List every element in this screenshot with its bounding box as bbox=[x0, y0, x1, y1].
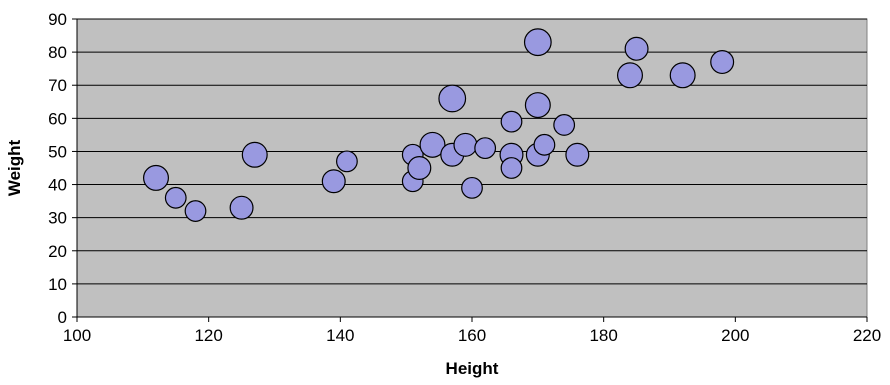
bubble-point-9 bbox=[407, 156, 432, 181]
y-tick-label: 20 bbox=[48, 242, 67, 261]
bubble-point-4 bbox=[241, 141, 268, 168]
bubble-point-24 bbox=[565, 142, 590, 167]
y-tick-label: 50 bbox=[48, 142, 67, 161]
bubble-point-10 bbox=[419, 131, 446, 158]
bubble-point-16 bbox=[500, 110, 523, 133]
y-tick-label: 10 bbox=[48, 275, 67, 294]
x-tick-label: 220 bbox=[853, 326, 881, 345]
y-tick-label: 60 bbox=[48, 109, 67, 128]
y-axis-ticks: 0 10 20 30 40 50 60 70 80 90 bbox=[48, 10, 78, 327]
bubble-point-13 bbox=[453, 132, 478, 157]
x-tick-label: 140 bbox=[326, 326, 354, 345]
bubble-point-28 bbox=[710, 50, 735, 75]
y-axis-title: Weight bbox=[5, 139, 24, 196]
x-tick-label: 100 bbox=[63, 326, 91, 345]
y-tick-label: 80 bbox=[48, 43, 67, 62]
bubble-point-6 bbox=[336, 150, 358, 173]
bubbles bbox=[143, 28, 735, 222]
x-tick-label: 120 bbox=[194, 326, 222, 345]
bubble-point-0 bbox=[143, 164, 170, 191]
y-tick-label: 70 bbox=[48, 76, 67, 95]
x-tick-label: 160 bbox=[458, 326, 486, 345]
bubble-point-27 bbox=[669, 62, 696, 89]
bubble-point-1 bbox=[164, 186, 187, 209]
bubble-point-22 bbox=[533, 133, 556, 156]
bubble-point-19 bbox=[523, 28, 552, 57]
bubble-point-3 bbox=[229, 195, 254, 220]
bubble-point-14 bbox=[461, 176, 483, 199]
y-tick-label: 40 bbox=[48, 176, 67, 195]
x-tick-label: 200 bbox=[721, 326, 749, 345]
bubble-point-2 bbox=[184, 200, 207, 222]
x-tick-label: 180 bbox=[589, 326, 617, 345]
plot-area bbox=[76, 18, 868, 318]
bubble-point-25 bbox=[616, 62, 643, 89]
bubble-point-26 bbox=[624, 36, 649, 61]
bubble-point-12 bbox=[438, 84, 467, 113]
bubble-point-15 bbox=[474, 137, 497, 160]
bubble-point-20 bbox=[524, 92, 551, 119]
x-axis-title: Height bbox=[446, 359, 499, 378]
y-tick-label: 90 bbox=[48, 10, 67, 29]
x-axis-ticks: 100 120 140 160 180 200 220 bbox=[63, 316, 881, 345]
bubble-point-5 bbox=[321, 169, 346, 194]
y-tick-label: 30 bbox=[48, 209, 67, 228]
bubble-point-23 bbox=[553, 114, 576, 136]
y-tick-label: 0 bbox=[58, 308, 67, 327]
bubble-point-18 bbox=[500, 157, 523, 179]
